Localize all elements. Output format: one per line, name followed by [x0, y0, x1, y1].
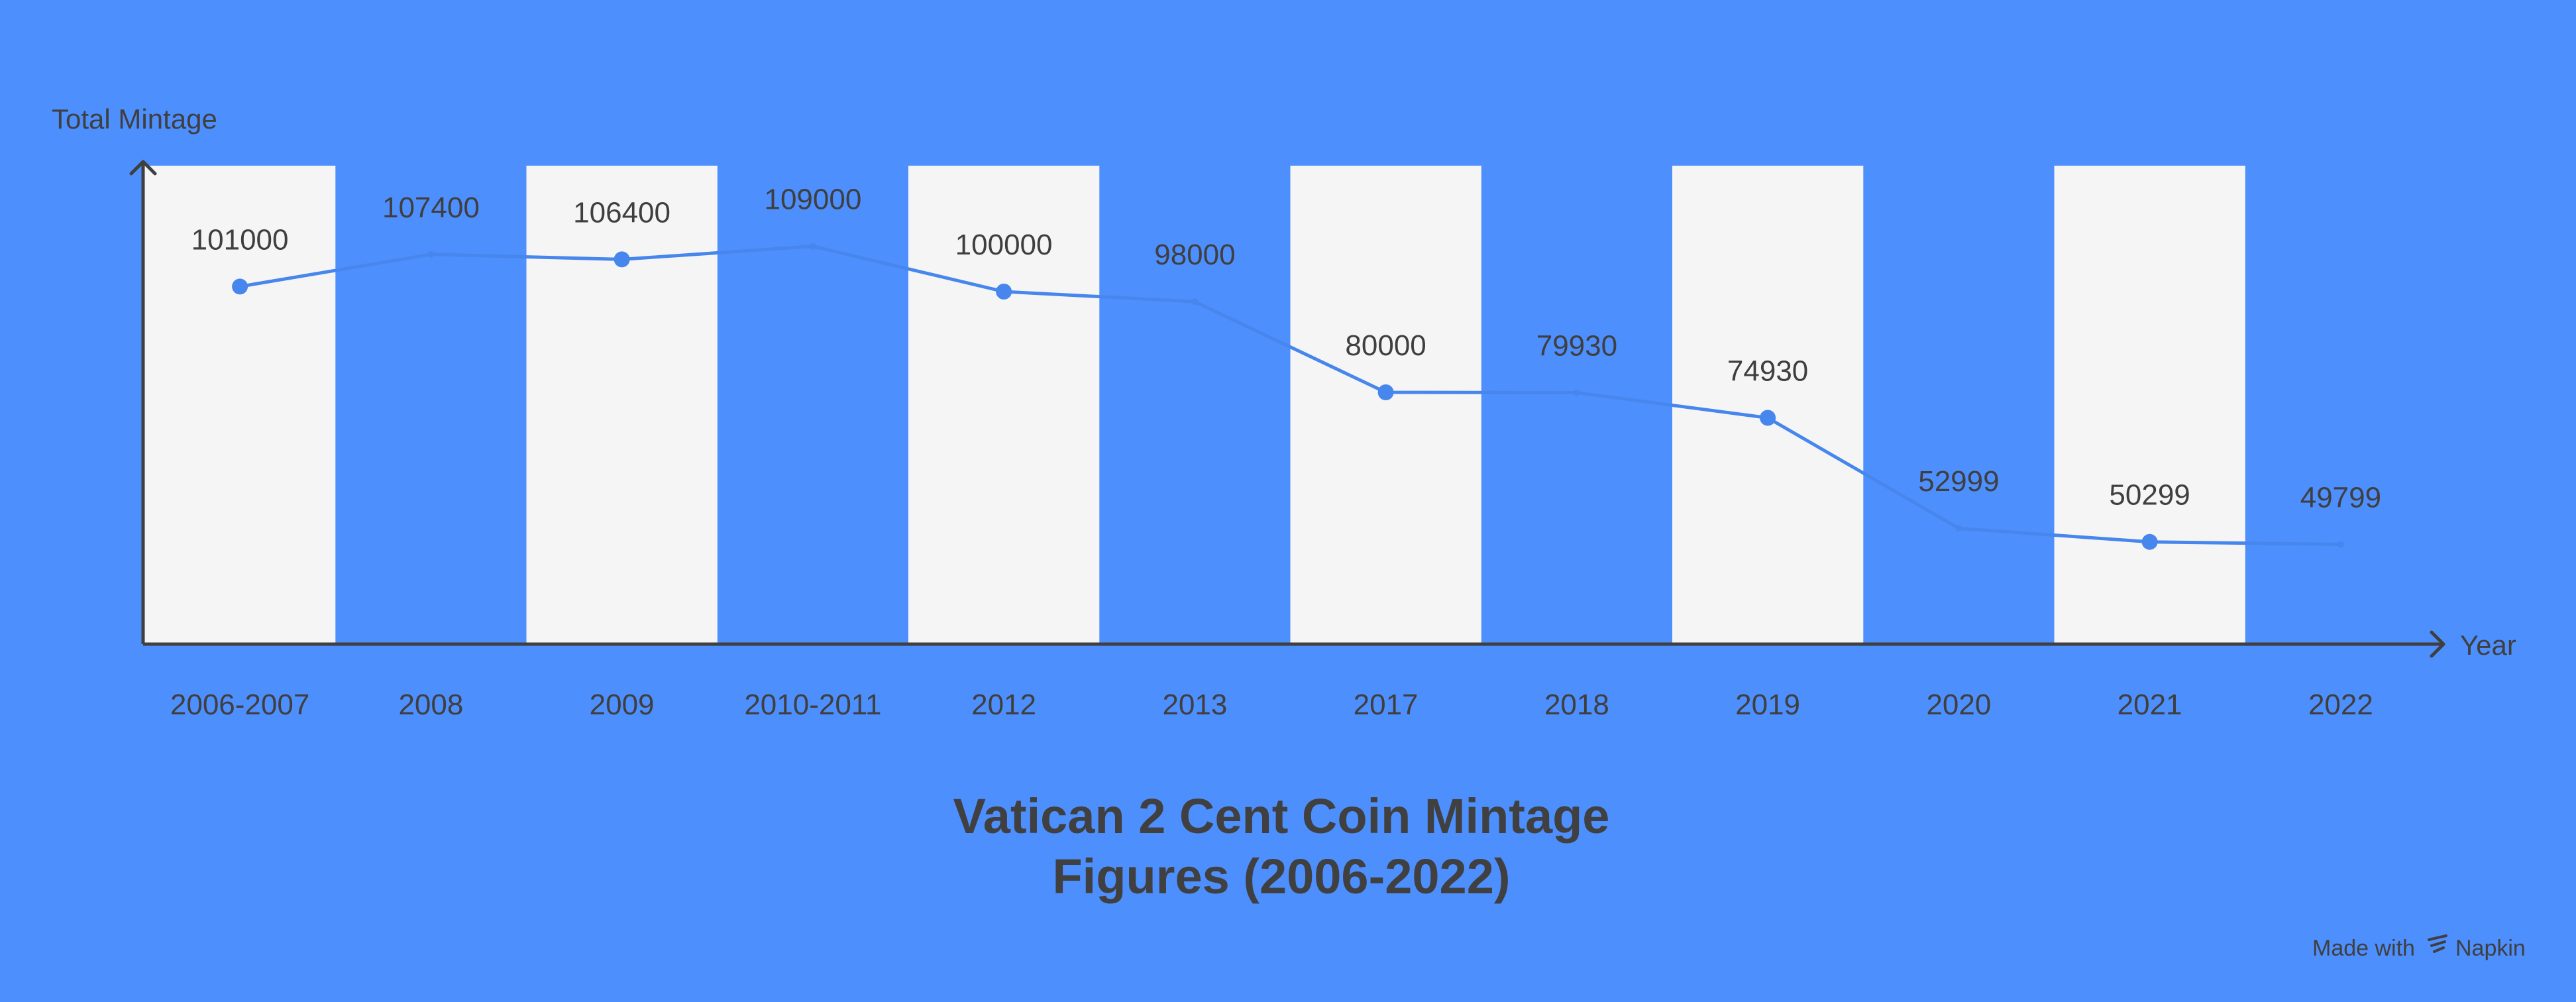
data-point — [427, 250, 435, 258]
data-point — [1377, 384, 1394, 400]
data-point — [232, 278, 248, 295]
data-label: 80000 — [1345, 329, 1426, 362]
napkin-logo-stroke — [2433, 946, 2445, 953]
made-with-text: Made with — [2312, 936, 2415, 961]
mintage-series — [232, 243, 2344, 550]
data-label: 101000 — [191, 223, 289, 256]
x-tick-label: 2013 — [1162, 689, 1227, 721]
data-label: 106400 — [573, 196, 671, 229]
chart-title: Vatican 2 Cent Coin Mintage Figures (200… — [953, 789, 1610, 904]
data-labels: 101000 107400 106400 109000 100000 98000 80000… — [191, 184, 2381, 514]
x-tick-label: 2008 — [398, 689, 463, 721]
data-point — [2141, 533, 2158, 550]
x-tick-label: 2020 — [1926, 689, 1991, 721]
x-tick-label: 2018 — [1544, 689, 1609, 721]
data-label: 50299 — [2109, 479, 2190, 512]
x-tick-label: 2022 — [2308, 689, 2373, 721]
data-label: 52999 — [1918, 465, 1999, 498]
x-tick-label: 2009 — [590, 689, 655, 721]
data-label: 109000 — [764, 184, 861, 216]
data-point — [996, 284, 1012, 300]
data-label: 98000 — [1154, 239, 1235, 271]
mintage-line — [238, 245, 2343, 546]
napkin-logo-stroke — [2428, 934, 2447, 941]
axes: Total Mintage Year — [52, 103, 2516, 661]
x-tick-label: 2012 — [971, 689, 1036, 721]
napkin-watermark: Made with Napkin — [2312, 934, 2526, 961]
column-band — [144, 166, 336, 643]
column-band — [2054, 166, 2245, 643]
column-bands — [144, 166, 2245, 643]
y-axis-title: Total Mintage — [52, 103, 217, 135]
napkin-logo-icon — [2428, 934, 2447, 953]
data-point — [1955, 525, 1962, 532]
x-tick-label: 2019 — [1735, 689, 1800, 721]
x-tick-labels: 2006-2007 2008 2009 2010-2011 2012 2013 2017 20… — [170, 689, 2373, 721]
x-tick-label: 2010-2011 — [744, 689, 881, 721]
data-point — [1573, 389, 1580, 396]
chart-title-line-2: Figures (2006-2022) — [1052, 849, 1510, 904]
x-axis-title: Year — [2460, 630, 2516, 661]
napkin-brand-text: Napkin — [2455, 936, 2526, 961]
data-label: 79930 — [1536, 330, 1617, 362]
data-point — [2337, 541, 2344, 548]
napkin-logo-stroke — [2430, 940, 2446, 947]
data-label: 74930 — [1727, 355, 1808, 388]
data-label: 107400 — [382, 192, 480, 224]
column-band — [1672, 166, 1864, 643]
x-tick-label: 2006-2007 — [170, 689, 309, 721]
column-band — [526, 166, 718, 643]
x-tick-label: 2017 — [1354, 689, 1419, 721]
data-point — [1191, 298, 1199, 306]
data-point — [614, 251, 630, 268]
chart-title-line-1: Vatican 2 Cent Coin Mintage — [953, 789, 1610, 844]
x-tick-label: 2021 — [2118, 689, 2182, 721]
x-axis-arrowhead — [2430, 630, 2445, 658]
data-label: 49799 — [2300, 482, 2381, 514]
y-axis-arrowhead — [129, 160, 157, 176]
column-band — [908, 166, 1100, 643]
data-point — [809, 243, 816, 250]
column-band — [1290, 166, 1481, 643]
data-label: 100000 — [955, 229, 1053, 261]
data-point — [1760, 410, 1776, 426]
